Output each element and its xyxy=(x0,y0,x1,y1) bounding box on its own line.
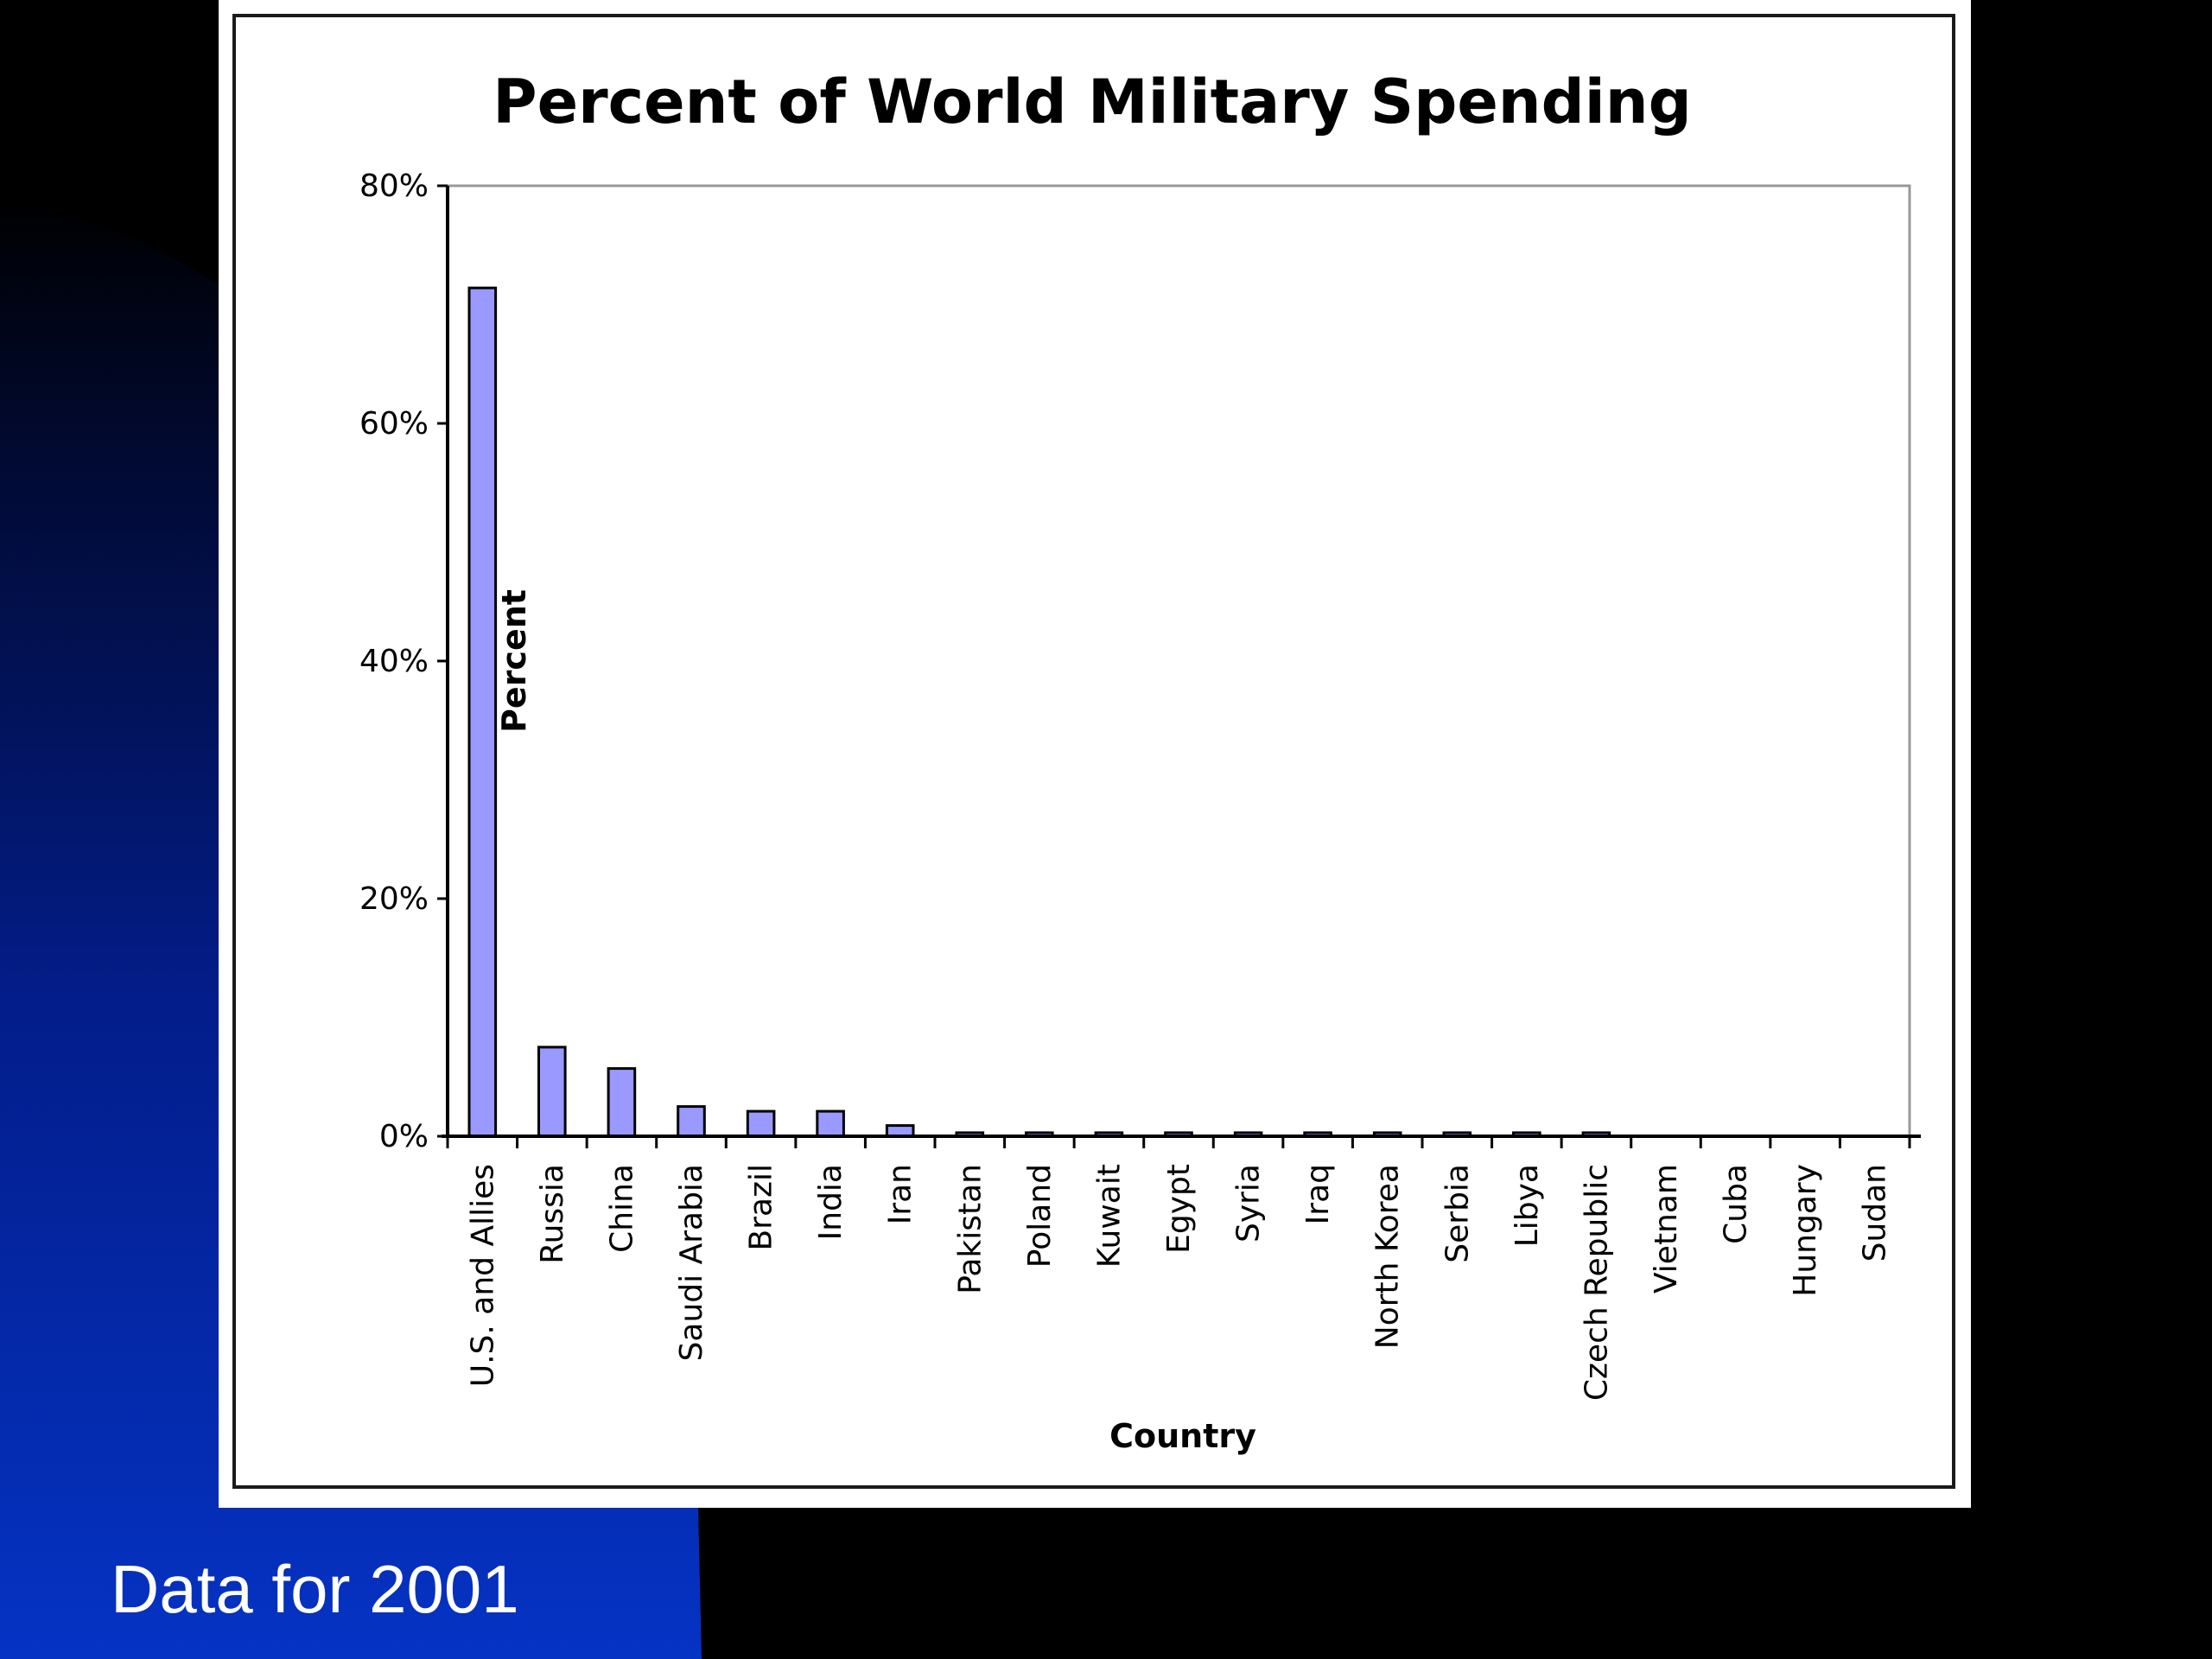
chart-frame xyxy=(232,14,1955,1489)
x-tick-label: Vietnam xyxy=(1649,1164,1684,1294)
y-axis-label: Percent xyxy=(495,589,533,733)
x-tick-label: Czech Republic xyxy=(1579,1164,1614,1401)
x-tick-label: Syria xyxy=(1231,1164,1267,1243)
x-tick-label: Brazil xyxy=(744,1164,779,1250)
slide-caption: Data for 2001 xyxy=(111,1551,519,1627)
x-tick-label: Sudan xyxy=(1858,1164,1893,1262)
plot-area xyxy=(446,184,1911,1138)
bar-russia xyxy=(537,1046,567,1138)
y-tick-label: 60% xyxy=(359,406,429,442)
x-tick-label: Poland xyxy=(1022,1164,1058,1268)
x-tick-label: India xyxy=(813,1164,849,1240)
x-tick-label: China xyxy=(604,1164,639,1253)
bar-u-s-and-allies xyxy=(467,286,498,1138)
x-tick-label: Iran xyxy=(883,1164,918,1224)
y-tick-label: 20% xyxy=(359,881,429,917)
bar-chart: Percent of World Military Spending 0% 20%… xyxy=(359,67,1921,1455)
bar-brazil xyxy=(746,1109,776,1138)
y-tick-label: 40% xyxy=(359,644,429,679)
x-tick-label: Russia xyxy=(535,1164,570,1264)
x-tick-label: Kuwait xyxy=(1091,1164,1127,1268)
chart-panel: Percent of World Military Spending 0% 20%… xyxy=(219,0,1971,1508)
x-tick-label: Cuba xyxy=(1719,1164,1754,1244)
x-tick-label: Libya xyxy=(1510,1164,1545,1247)
x-axis-label: Country xyxy=(1109,1417,1256,1455)
bar-india xyxy=(816,1109,845,1138)
y-tick-label: 80% xyxy=(359,168,429,204)
x-tick-label: Serbia xyxy=(1440,1164,1475,1263)
x-tick-label: North Korea xyxy=(1370,1164,1406,1349)
x-tick-label: Saudi Arabia xyxy=(674,1164,709,1361)
bar-saudi-arabia xyxy=(677,1105,706,1138)
chart-title: Percent of World Military Spending xyxy=(493,67,1691,137)
x-tick-label: Iraq xyxy=(1300,1164,1336,1224)
x-tick-label: U.S. and Allies xyxy=(465,1164,500,1387)
y-tick-label: 0% xyxy=(379,1119,429,1154)
x-tick-label: Egypt xyxy=(1161,1164,1197,1254)
x-tick-label: Pakistan xyxy=(952,1164,988,1294)
bar-china xyxy=(607,1067,637,1138)
x-tick-label: Hungary xyxy=(1788,1164,1823,1297)
